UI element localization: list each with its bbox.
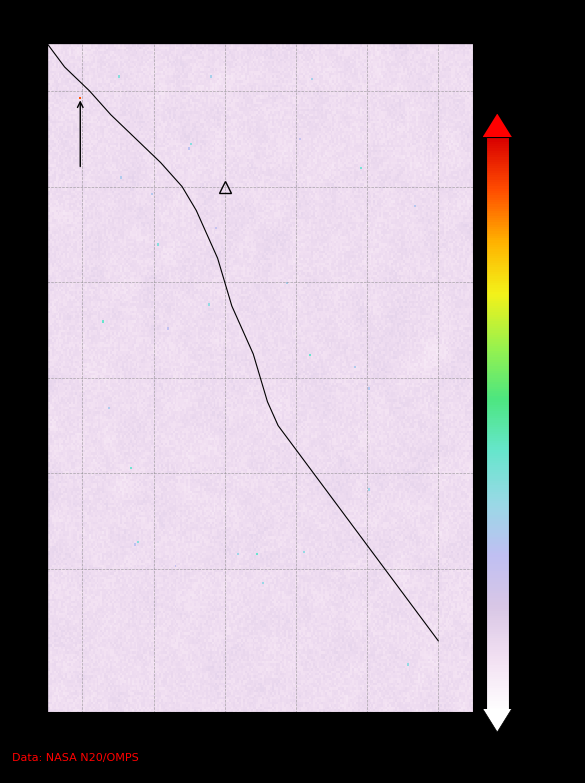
Text: N20/OMPS - 10/08/2023 19:15-20:57 UT: N20/OMPS - 10/08/2023 19:15-20:57 UT [12,20,352,34]
Text: Data: NASA N20/OMPS: Data: NASA N20/OMPS [12,753,139,763]
Y-axis label: SO₂ column TRM [DU]: SO₂ column TRM [DU] [543,364,553,485]
Text: SO₂ mass: 0.346 kt; SO₂ max: 2.01 DU at lon: -76.06 lat: -44.14 ; 19:19UTC: SO₂ mass: 0.346 kt; SO₂ max: 2.01 DU at … [29,34,446,44]
Polygon shape [483,114,512,137]
Polygon shape [483,709,512,732]
